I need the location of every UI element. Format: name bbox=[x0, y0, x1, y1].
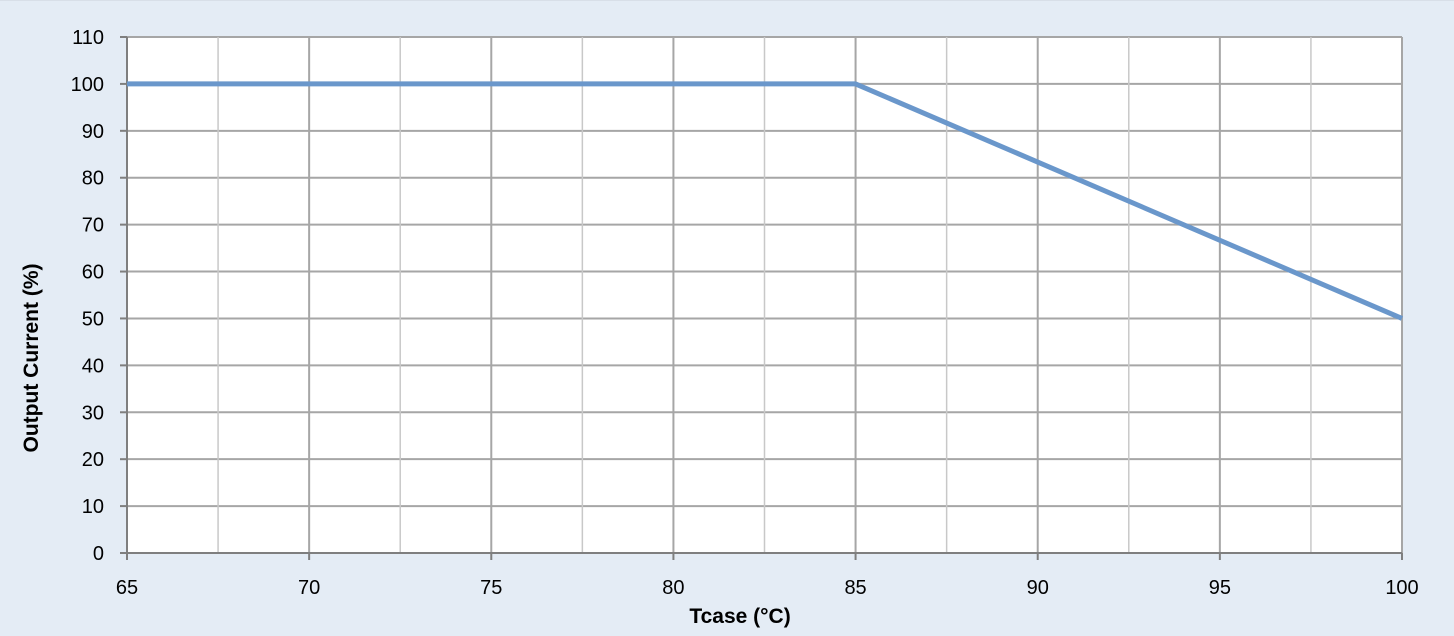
y-tick-label: 80 bbox=[82, 168, 104, 190]
y-tick-label: 10 bbox=[82, 496, 104, 518]
y-tick-label: 50 bbox=[82, 308, 104, 330]
y-tick-label: 70 bbox=[82, 215, 104, 237]
y-tick-label: 40 bbox=[82, 355, 104, 377]
x-tick-label: 65 bbox=[116, 577, 138, 599]
x-tick-label: 100 bbox=[1385, 577, 1418, 599]
y-tick-label: 20 bbox=[82, 449, 104, 471]
y-tick-label: 90 bbox=[82, 121, 104, 143]
y-tick-label: 60 bbox=[82, 262, 104, 284]
x-tick-label: 95 bbox=[1209, 577, 1231, 599]
x-tick-label: 75 bbox=[480, 577, 502, 599]
x-tick-label: 85 bbox=[844, 577, 866, 599]
y-tick-label: 110 bbox=[72, 27, 104, 49]
x-tick-label: 90 bbox=[1027, 577, 1049, 599]
x-tick-labels: 65 70 75 80 85 90 95 100 bbox=[116, 577, 1419, 599]
y-tick-label: 30 bbox=[82, 402, 104, 424]
x-axis-title: Tcase (°C) bbox=[689, 605, 790, 628]
y-tick-label: 100 bbox=[71, 74, 104, 96]
y-tick-label: 0 bbox=[93, 543, 104, 565]
y-axis-title: Output Current (%) bbox=[20, 264, 43, 453]
x-tick-label: 70 bbox=[298, 577, 320, 599]
x-tick-label: 80 bbox=[662, 577, 684, 599]
y-tick-labels: 0 10 20 30 40 50 60 70 80 90 100 110 bbox=[71, 27, 104, 565]
